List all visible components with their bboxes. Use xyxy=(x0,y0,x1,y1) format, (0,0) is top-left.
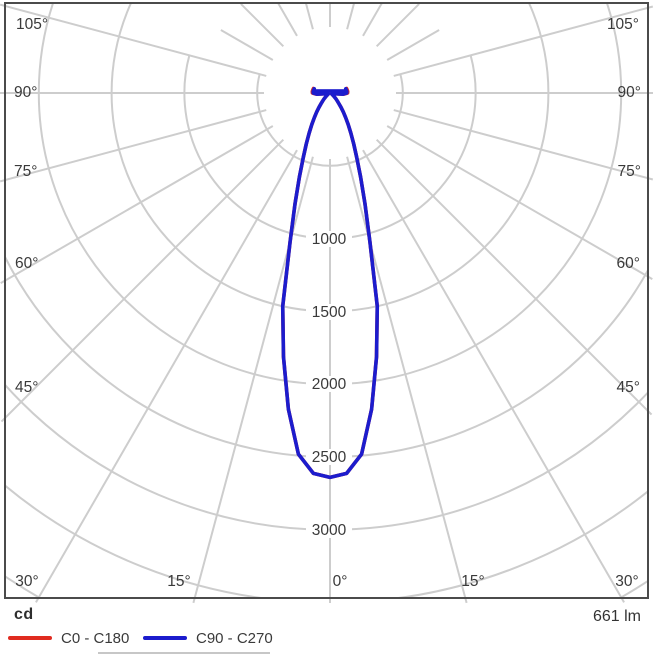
legend-label-c0-c180: C0 - C180 xyxy=(61,629,130,647)
legend-item-c0-c180: C0 - C180 xyxy=(8,629,129,647)
ring-label-bg xyxy=(306,376,352,392)
angle-label-right-45: 45° xyxy=(617,379,640,396)
angle-label-right-75: 75° xyxy=(618,163,641,180)
angle-label-left-75: 75° xyxy=(14,163,37,180)
unit-label: cd xyxy=(14,606,34,623)
ring-label-2000: 2000 xyxy=(312,376,347,393)
legend-label-c90-c270: C90 - C270 xyxy=(196,629,273,647)
cropped-edge-line xyxy=(98,652,270,654)
angle-label-left-105: 105° xyxy=(16,16,48,33)
angle-label-right-60: 60° xyxy=(617,255,640,272)
legend-line-blue xyxy=(143,636,187,640)
ring-label-bg xyxy=(306,522,352,538)
legend-item-c90-c270: C90 - C270 xyxy=(143,629,273,647)
angle-labels: 105° 90° 75° 60° 45° 105° 90° 75° 60° 45… xyxy=(14,16,641,590)
ring-label-3000: 3000 xyxy=(312,522,347,539)
ring-label-bg xyxy=(306,304,352,320)
angle-label-right-90: 90° xyxy=(618,84,641,101)
luminaire-symbol xyxy=(313,89,347,93)
flux-label: 661 lm xyxy=(592,608,641,625)
angle-label-bottom-30R: 30° xyxy=(615,573,638,590)
angle-label-left-60: 60° xyxy=(15,255,38,272)
angle-label-bottom-15L: 15° xyxy=(167,573,190,590)
plot-border xyxy=(4,2,649,599)
angle-label-bottom-0: 0° xyxy=(333,573,348,590)
angle-label-bottom-15R: 15° xyxy=(461,573,484,590)
angle-label-right-105: 105° xyxy=(607,16,639,33)
angle-label-left-90: 90° xyxy=(14,84,37,101)
legend-line-red xyxy=(8,636,52,640)
ring-label-2500: 2500 xyxy=(312,449,347,466)
angle-label-bottom-30L: 30° xyxy=(15,573,38,590)
ring-label-bg xyxy=(306,449,352,465)
angle-label-left-45: 45° xyxy=(15,379,38,396)
ring-labels: 1000 1500 2000 2500 3000 xyxy=(306,231,352,539)
ring-label-1500: 1500 xyxy=(312,304,347,321)
ring-label-1000: 1000 xyxy=(312,231,347,248)
ring-label-bg xyxy=(306,231,352,247)
intensity-curves xyxy=(280,86,380,480)
